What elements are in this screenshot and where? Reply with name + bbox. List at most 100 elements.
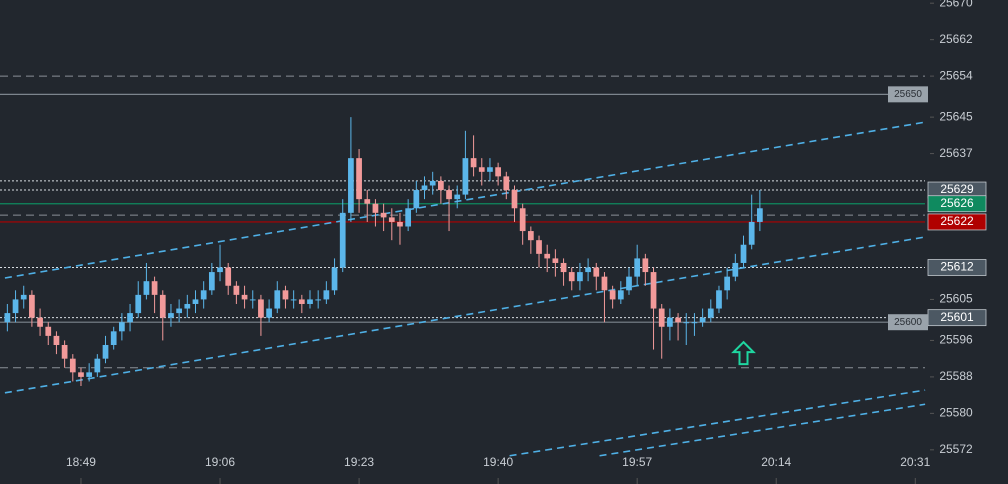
candle-body [527, 231, 534, 241]
candle-body [511, 190, 518, 209]
y-tick-label: 25662 [939, 32, 973, 46]
price-tag [927, 195, 987, 213]
price-tag-label: 25601 [940, 310, 974, 324]
candle-body [208, 272, 215, 291]
candle-body [470, 158, 477, 168]
candle-body [168, 313, 174, 318]
candle-body [290, 299, 297, 301]
price-tag-label: 25626 [940, 196, 974, 210]
candle-body [462, 158, 469, 195]
candle-body [364, 199, 371, 204]
y-tick-label: 25645 [939, 109, 973, 123]
candle-body [568, 272, 575, 282]
candle-body [94, 358, 101, 373]
candle-body [176, 308, 182, 314]
candle-body [102, 344, 109, 359]
candle-body [593, 267, 600, 277]
y-tick-label: 25596 [939, 333, 973, 347]
candle-body [707, 308, 714, 318]
candle-body [544, 253, 551, 259]
candle-body [307, 299, 313, 304]
candle-body [331, 267, 338, 291]
candle-body [560, 262, 567, 273]
candle-body [577, 272, 583, 282]
price-tag-label: 25622 [940, 214, 974, 228]
candle-body [12, 299, 19, 314]
candle-body [626, 276, 632, 291]
candle-body [159, 294, 166, 318]
x-tick-label: 19:23 [344, 455, 374, 469]
price-tag [888, 314, 928, 331]
candle-body [675, 317, 681, 323]
candle-body [356, 158, 362, 200]
candle-body [397, 221, 403, 227]
candle-body [380, 212, 387, 218]
candle-body [658, 308, 665, 327]
candle-body [29, 294, 35, 318]
candle-body [184, 303, 191, 309]
candle-body [282, 290, 289, 300]
candle-body [683, 322, 690, 324]
candle-body [78, 372, 84, 377]
candle-body [151, 281, 158, 295]
candle-body [20, 294, 27, 300]
candle-body [225, 267, 232, 286]
candle-body [388, 217, 395, 222]
candle-body [585, 267, 591, 273]
trend-line [509, 389, 926, 457]
candle-body [691, 322, 698, 324]
candle-body [233, 285, 240, 295]
candle-body [667, 317, 673, 327]
candle-body [478, 167, 485, 172]
candle-body [119, 322, 125, 332]
candle-body [200, 290, 207, 300]
candle-body [724, 276, 731, 291]
trend-line [599, 403, 926, 457]
candle-body [446, 190, 452, 200]
candle-body [732, 262, 739, 277]
price-tag-label: 25612 [940, 260, 974, 274]
x-tick-label: 19:06 [205, 455, 235, 469]
candle-body [315, 299, 322, 301]
candle-body [217, 267, 223, 273]
y-tick-label: 25605 [939, 292, 973, 306]
candle-body [241, 294, 248, 300]
y-tick-label: 25670 [939, 0, 973, 9]
x-tick-label: 19:40 [483, 455, 513, 469]
candle-body [274, 290, 281, 309]
candle-body [372, 203, 379, 213]
candle-body [429, 180, 436, 186]
candle-body [413, 190, 420, 209]
candle-body [69, 358, 76, 373]
candle-body [135, 294, 142, 314]
price-tag [888, 86, 928, 103]
candle-body [421, 185, 428, 191]
y-tick-label: 25637 [939, 146, 973, 160]
candle-body [634, 258, 641, 277]
candle-body [438, 180, 444, 191]
candle-body [495, 167, 501, 177]
x-tick-label: 19:57 [622, 455, 652, 469]
price-tag [927, 259, 987, 276]
candle-body [127, 313, 133, 323]
candle-body [37, 317, 43, 327]
y-tick-label: 25588 [939, 369, 973, 383]
candle-body [4, 313, 11, 323]
candle-body [650, 272, 657, 309]
price-tag-label: 25600 [894, 317, 922, 328]
candle-body [757, 208, 763, 222]
candle-body [519, 208, 526, 232]
price-tag-label: 25650 [894, 89, 922, 100]
candle-body [740, 244, 747, 263]
candle-body [192, 299, 199, 304]
candle-body [45, 326, 52, 336]
y-tick-label: 25580 [939, 406, 973, 420]
candle-body [348, 158, 354, 213]
candle-body [454, 194, 461, 200]
candle-body [323, 290, 330, 300]
candle-body [405, 208, 412, 227]
candle-body [487, 167, 493, 172]
candle-body [339, 212, 346, 268]
